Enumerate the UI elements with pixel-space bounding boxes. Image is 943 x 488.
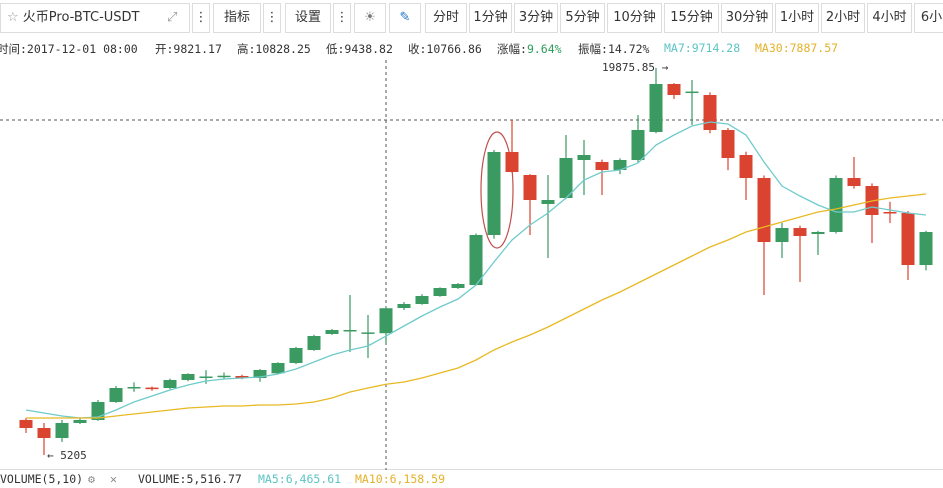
candle-body (109, 388, 123, 402)
info-low: 低:9438.82 (326, 42, 393, 56)
candle-body (199, 376, 213, 378)
label: 涨幅: (497, 42, 527, 56)
settings-button[interactable]: 设置 (285, 3, 331, 33)
volume-ma10: MA10:6,158.59 (355, 472, 446, 486)
candle-body (829, 178, 843, 232)
candle-body (505, 151, 519, 172)
candle-body (577, 155, 591, 160)
candle-body (649, 84, 663, 133)
volume-title: VOLUME(5,10) (0, 472, 84, 486)
interval-button[interactable]: 6小时 (914, 3, 943, 33)
candle-body (397, 303, 411, 309)
symbol-box[interactable]: ☆ 火币Pro-BTC-USDT ⤢ (0, 3, 190, 33)
candle-body (919, 231, 933, 265)
highlight-ellipse (480, 131, 514, 249)
symbol: 火币Pro-BTC-USDT (22, 10, 140, 25)
menu-dots[interactable]: ⋮ (333, 3, 351, 33)
theme-button[interactable]: ☀ (354, 3, 386, 33)
draw-button[interactable]: ✎ (389, 3, 421, 33)
candle-body (181, 373, 195, 380)
volume-value: VOLUME:5,516.77 (138, 472, 242, 486)
candle-body (379, 308, 393, 334)
volume-ma5: MA5:6,465.61 (258, 472, 342, 486)
interval-button[interactable]: 1小时 (775, 3, 819, 33)
info-open: 开:9821.17 (155, 42, 222, 56)
candle-body (883, 211, 897, 214)
candle-body (847, 178, 861, 187)
info-time: 时间:2017-12-01 08:00 (0, 42, 138, 56)
candle-body (451, 283, 465, 289)
candle-body (289, 348, 303, 363)
candle-body (19, 419, 33, 428)
candle-body (235, 375, 249, 379)
menu-dots[interactable]: ⋮ (192, 3, 210, 33)
candle-body (307, 335, 321, 350)
interval-button[interactable]: 10分钟 (607, 3, 662, 33)
interval-button[interactable]: 3分钟 (514, 3, 558, 33)
info-change: 涨幅:9.64% (497, 41, 562, 57)
candle-body (55, 422, 69, 438)
info-high: 高:10828.25 (237, 42, 311, 56)
expand-icon[interactable]: ⤢ (167, 10, 178, 25)
candle-body (361, 332, 375, 334)
info-close: 收:10766.86 (408, 42, 482, 56)
candle-body (667, 84, 681, 96)
candle-body (469, 235, 483, 285)
candle-body (415, 296, 429, 304)
candle-body (739, 155, 753, 179)
candle-body (271, 362, 285, 374)
candle-body (631, 129, 645, 160)
candle-body (487, 151, 501, 236)
min-annotation: ← 5205 (47, 449, 87, 462)
candle-body (541, 199, 555, 205)
candle-body (595, 161, 609, 170)
candle-body (523, 175, 537, 200)
candle-body (613, 159, 627, 170)
indicator-button[interactable]: 指标 (213, 3, 261, 33)
candle-body (703, 95, 717, 130)
candle-body (253, 369, 267, 379)
candle-body (145, 387, 159, 390)
candle-body (685, 91, 699, 94)
candle-body (127, 386, 141, 389)
ma-line (26, 193, 927, 419)
candle-body (163, 379, 177, 388)
candle-body (901, 212, 915, 265)
candle-body (217, 375, 231, 378)
candle-body (559, 158, 573, 199)
label: 振幅: (578, 42, 608, 56)
candle-body (811, 231, 825, 234)
candle-body (865, 186, 879, 216)
info-ma7: MA7:9714.28 (664, 41, 741, 55)
interval-button[interactable]: 2小时 (821, 3, 865, 33)
interval-button[interactable]: 分时 (425, 3, 467, 33)
interval-button[interactable]: 5分钟 (560, 3, 605, 33)
candle-body (325, 329, 339, 334)
interval-button[interactable]: 15分钟 (664, 3, 719, 33)
value: 14.72% (607, 42, 650, 56)
candle-body (73, 419, 87, 423)
candle-body (775, 228, 789, 242)
max-annotation: 19875.85 → (602, 61, 669, 74)
gear-icon[interactable]: ⚙ (88, 472, 95, 486)
candle-body (433, 288, 447, 297)
candle-body (343, 329, 357, 332)
candle-body (721, 129, 735, 159)
interval-button[interactable]: 30分钟 (721, 3, 773, 33)
interval-button[interactable]: 4小时 (867, 3, 912, 33)
interval-button[interactable]: 1分钟 (469, 3, 512, 33)
candle-body (757, 178, 771, 242)
candle-body (37, 427, 51, 438)
close-icon[interactable]: ✕ (110, 472, 117, 486)
info-amplitude: 振幅:14.72% (578, 41, 649, 57)
value: 9.64% (526, 42, 562, 56)
ma-line (25, 121, 927, 419)
star-icon[interactable]: ☆ (7, 10, 19, 25)
info-ma30: MA30:7887.57 (755, 41, 839, 55)
candle-body (91, 401, 105, 420)
menu-dots[interactable]: ⋮ (263, 3, 281, 33)
candle-body (793, 228, 807, 237)
